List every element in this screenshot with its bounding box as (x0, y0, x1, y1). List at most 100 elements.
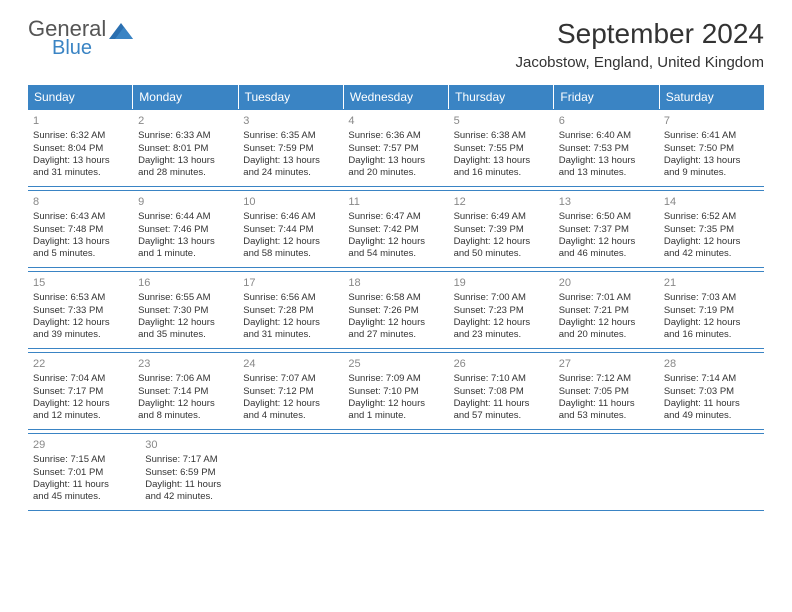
day-info-line: Daylight: 12 hours (243, 317, 338, 329)
day-info-line: Sunset: 7:55 PM (454, 143, 549, 155)
day-number: 10 (243, 195, 338, 209)
day-number: 30 (145, 438, 247, 452)
day-cell: 29 Sunrise: 7:15 AMSunset: 7:01 PMDayligh… (28, 434, 140, 510)
day-info-line: Daylight: 12 hours (138, 398, 233, 410)
day-info-line: and 49 minutes. (664, 410, 759, 422)
day-info-line: Daylight: 11 hours (145, 479, 247, 491)
day-info-line: Sunrise: 6:44 AM (138, 211, 233, 223)
day-info-line: Daylight: 13 hours (33, 155, 128, 167)
day-info-line: and 54 minutes. (348, 248, 443, 260)
day-info-line: Sunrise: 6:58 AM (348, 292, 443, 304)
day-info-line: Sunset: 8:01 PM (138, 143, 233, 155)
day-info-line: Daylight: 11 hours (33, 479, 135, 491)
day-info-line: and 35 minutes. (138, 329, 233, 341)
day-info-line: Sunrise: 6:38 AM (454, 130, 549, 142)
week-row: 1Sunrise: 6:32 AMSunset: 8:04 PMDaylight… (28, 109, 764, 187)
day-info-line: Sunrise: 7:15 AM (33, 454, 135, 466)
day-info-line: and 58 minutes. (243, 248, 338, 260)
day-info-line: Sunrise: 6:56 AM (243, 292, 338, 304)
day-number: 27 (559, 357, 654, 371)
day-info-line: and 20 minutes. (348, 167, 443, 179)
day-info-line: Daylight: 12 hours (664, 236, 759, 248)
day-cell: 26Sunrise: 7:10 AMSunset: 7:08 PMDayligh… (449, 353, 554, 429)
day-cell: 24Sunrise: 7:07 AMSunset: 7:12 PMDayligh… (238, 353, 343, 429)
day-number: 14 (664, 195, 759, 209)
week-row: 15Sunrise: 6:53 AMSunset: 7:33 PMDayligh… (28, 271, 764, 349)
day-info-line: and 1 minute. (348, 410, 443, 422)
day-info-line: Sunset: 6:59 PM (145, 467, 247, 479)
day-info-line: and 5 minutes. (33, 248, 128, 260)
day-info-line: Daylight: 11 hours (664, 398, 759, 410)
day-cell: 17 Sunrise: 6:56 AMSunset: 7:28 PMDayligh… (238, 272, 343, 348)
triangle-icon (109, 21, 135, 46)
day-info-line: Daylight: 12 hours (454, 236, 549, 248)
day-number: 16 (138, 276, 233, 290)
day-info-line: Sunrise: 6:41 AM (664, 130, 759, 142)
day-number: 25 (348, 357, 443, 371)
day-info-line: Sunrise: 7:06 AM (138, 373, 233, 385)
day-info-line: Daylight: 13 hours (348, 155, 443, 167)
day-cell: 10Sunrise: 6:46 AMSunset: 7:44 PMDayligh… (238, 191, 343, 267)
day-cell: 28Sunrise: 7:14 AMSunset: 7:03 PMDayligh… (659, 353, 764, 429)
day-info-line: Sunset: 8:04 PM (33, 143, 128, 155)
day-info-line: and 27 minutes. (348, 329, 443, 341)
day-info-line: Sunrise: 6:33 AM (138, 130, 233, 142)
day-info-line: Daylight: 12 hours (559, 317, 654, 329)
week-row: 22Sunrise: 7:04 AMSunset: 7:17 PMDayligh… (28, 352, 764, 430)
day-info-line: Daylight: 13 hours (138, 155, 233, 167)
day-cell: 2Sunrise: 6:33 AMSunset: 8:01 PMDaylight… (133, 110, 238, 186)
day-info-line: Sunset: 7:46 PM (138, 224, 233, 236)
day-info-line: Sunset: 7:01 PM (33, 467, 135, 479)
day-info-line: Sunset: 7:19 PM (664, 305, 759, 317)
day-info-line: Daylight: 12 hours (348, 317, 443, 329)
day-header-row: SundayMondayTuesdayWednesdayThursdayFrid… (28, 85, 764, 109)
day-number: 11 (348, 195, 443, 209)
day-info-line: Sunrise: 6:50 AM (559, 211, 654, 223)
day-info-line: Sunrise: 7:09 AM (348, 373, 443, 385)
day-info-line: Sunset: 7:26 PM (348, 305, 443, 317)
day-cell: 19Sunrise: 7:00 AMSunset: 7:23 PMDayligh… (449, 272, 554, 348)
day-number: 20 (559, 276, 654, 290)
day-info-line: Daylight: 12 hours (33, 317, 128, 329)
day-info-line: and 42 minutes. (664, 248, 759, 260)
day-info-line: Daylight: 13 hours (454, 155, 549, 167)
day-info-line: Sunset: 7:33 PM (33, 305, 128, 317)
day-info-line: Daylight: 11 hours (559, 398, 654, 410)
day-info-line: Sunset: 7:10 PM (348, 386, 443, 398)
day-info-line: Sunrise: 7:01 AM (559, 292, 654, 304)
day-info-line: Daylight: 11 hours (454, 398, 549, 410)
day-info-line: Sunrise: 6:53 AM (33, 292, 128, 304)
day-cell: 23Sunrise: 7:06 AMSunset: 7:14 PMDayligh… (133, 353, 238, 429)
logo-word-blue: Blue (52, 38, 106, 58)
day-info-line: Sunset: 7:50 PM (664, 143, 759, 155)
day-info-line: Sunset: 7:14 PM (138, 386, 233, 398)
day-info-line: and 16 minutes. (454, 167, 549, 179)
month-title: September 2024 (516, 18, 765, 50)
day-number: 9 (138, 195, 233, 209)
day-info-line: and 46 minutes. (559, 248, 654, 260)
day-info-line: Sunrise: 7:17 AM (145, 454, 247, 466)
day-info-line: and 1 minute. (138, 248, 233, 260)
day-cell: 12Sunrise: 6:49 AMSunset: 7:39 PMDayligh… (449, 191, 554, 267)
day-number: 17 (243, 276, 338, 290)
day-header: Saturday (660, 85, 764, 109)
calendar-grid: SundayMondayTuesdayWednesdayThursdayFrid… (28, 85, 764, 511)
day-cell: 11Sunrise: 6:47 AMSunset: 7:42 PMDayligh… (343, 191, 448, 267)
day-number: 12 (454, 195, 549, 209)
day-info-line: Daylight: 13 hours (138, 236, 233, 248)
day-info-line: Sunset: 7:28 PM (243, 305, 338, 317)
day-number: 24 (243, 357, 338, 371)
day-info-line: Daylight: 13 hours (243, 155, 338, 167)
day-info-line: and 50 minutes. (454, 248, 549, 260)
day-number: 21 (664, 276, 759, 290)
day-info-line: and 53 minutes. (559, 410, 654, 422)
day-info-line: Sunset: 7:21 PM (559, 305, 654, 317)
day-info-line: and 9 minutes. (664, 167, 759, 179)
day-info-line: Sunrise: 6:35 AM (243, 130, 338, 142)
day-info-line: Daylight: 12 hours (243, 236, 338, 248)
day-info-line: Sunset: 7:05 PM (559, 386, 654, 398)
day-number: 4 (348, 114, 443, 128)
week-row: 29Sunrise: 7:15 AMSunset: 7:01 PMDayligh… (28, 433, 764, 511)
day-number: 29 (33, 438, 135, 452)
empty-cell (559, 434, 661, 510)
